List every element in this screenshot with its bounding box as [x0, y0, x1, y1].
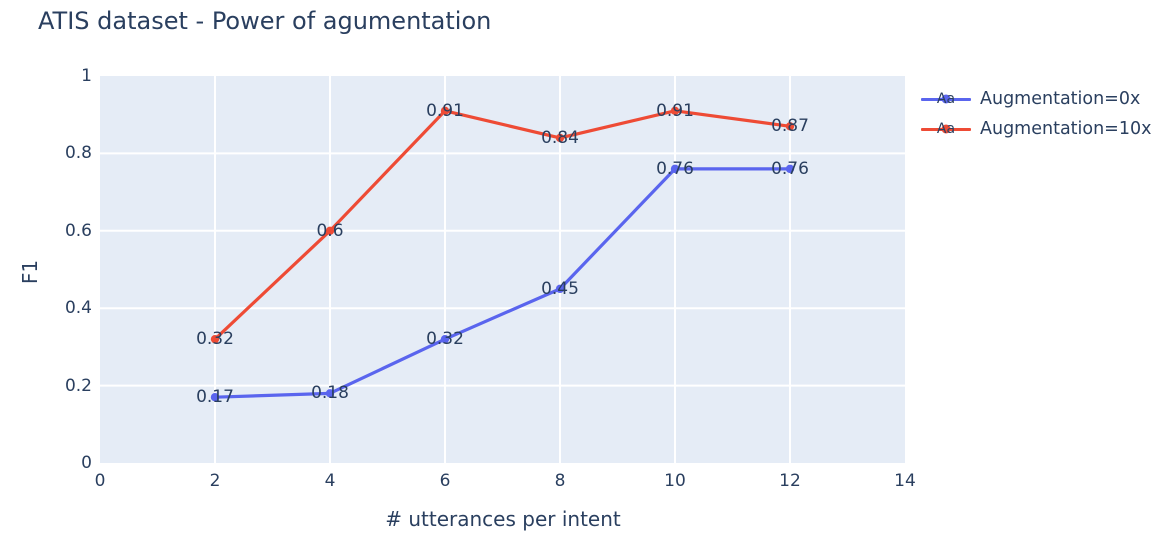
data-point-marker	[555, 284, 565, 294]
data-point-marker	[325, 389, 335, 398]
data-point-label: 0.91	[426, 100, 464, 121]
data-point-label: 0.6	[316, 220, 344, 241]
x-tick-label: 8	[554, 471, 566, 491]
legend-sample-text: Aa	[936, 91, 956, 107]
x-tick-label: 6	[439, 471, 451, 491]
data-point-marker	[670, 106, 680, 116]
legend: Aa Augmentation=0x Aa Augmentation=10x	[921, 84, 1151, 144]
plot-area[interactable]	[100, 76, 905, 463]
y-tick-label: 1	[81, 66, 92, 86]
series-line-augmentation-0x	[213, 167, 792, 399]
data-point-label: 0.32	[196, 329, 234, 350]
y-tick-label: 0.8	[64, 143, 92, 164]
x-axis-title: # utterances per intent	[385, 507, 621, 531]
data-point-label: 0.45	[541, 278, 579, 299]
data-point-marker	[440, 334, 450, 344]
data-point-label: 0.32	[426, 329, 464, 350]
series-line-augmentation-10x	[213, 109, 792, 341]
data-point-label: 0.17	[196, 387, 234, 408]
data-point-marker	[670, 164, 680, 174]
legend-item-label: Augmentation=10x	[980, 119, 1152, 139]
legend-item-augmentation-10x[interactable]: Aa Augmentation=10x	[921, 114, 1151, 144]
x-tick-label: 0	[94, 471, 106, 491]
legend-item-augmentation-0x[interactable]: Aa Augmentation=0x	[921, 84, 1151, 114]
x-tick-label: 4	[324, 471, 336, 491]
legend-line-marker-swatch: Aa	[921, 118, 971, 140]
x-tick-label: 14	[894, 471, 916, 491]
data-point-label: 0.91	[656, 100, 694, 121]
data-point-label: 0.76	[771, 158, 809, 179]
y-tick-label: 0	[81, 453, 92, 473]
x-tick-label: 2	[209, 471, 221, 491]
legend-sample-text: Aa	[936, 121, 956, 137]
data-point-label: 0.84	[541, 127, 579, 148]
data-point-marker	[555, 133, 565, 143]
x-tick-label: 12	[779, 471, 801, 491]
data-point-label: 0.18	[311, 383, 349, 404]
legend-marker-dot-icon	[941, 124, 951, 134]
y-tick-label: 0.6	[64, 220, 92, 241]
data-point-marker	[785, 122, 795, 131]
data-point-marker	[325, 226, 335, 235]
data-point-marker	[210, 393, 220, 402]
legend-line-marker-swatch: Aa	[921, 88, 971, 110]
legend-item-label: Augmentation=0x	[980, 89, 1141, 109]
data-point-label: 0.76	[656, 158, 694, 179]
y-tick-label: 0.2	[64, 375, 92, 396]
y-axis-title: F1	[18, 259, 42, 285]
plot-canvas	[100, 76, 905, 463]
data-point-marker	[785, 164, 795, 174]
legend-marker-dot-icon	[941, 94, 951, 104]
data-point-marker	[440, 106, 450, 116]
chart-title: ATIS dataset - Power of agumentation	[38, 7, 492, 35]
y-tick-label: 0.4	[64, 298, 92, 319]
x-tick-label: 10	[664, 471, 686, 491]
data-point-label: 0.87	[771, 116, 809, 137]
data-point-marker	[210, 334, 220, 344]
